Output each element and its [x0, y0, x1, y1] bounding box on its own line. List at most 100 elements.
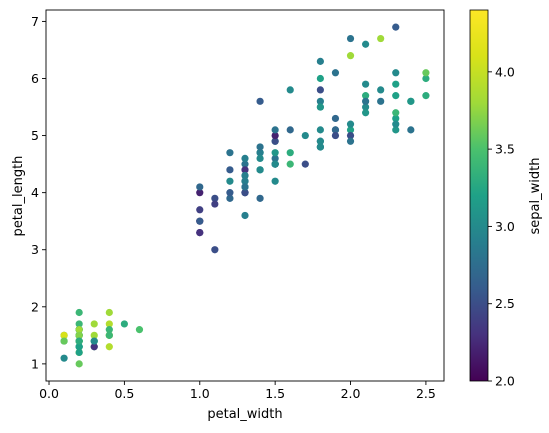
data-point [422, 74, 430, 83]
data-point [316, 126, 324, 134]
data-point [377, 34, 385, 43]
data-point [60, 331, 68, 339]
colorbar-tick-label: 2.0 [495, 374, 515, 389]
data-point [211, 200, 219, 208]
data-point [331, 126, 340, 134]
data-point [392, 120, 400, 128]
data-point [316, 137, 324, 145]
data-point [362, 80, 370, 88]
data-point [75, 320, 83, 328]
data-point [392, 80, 400, 88]
data-point [226, 194, 234, 202]
y-tick-label: 2 [31, 299, 39, 314]
data-point [256, 166, 264, 174]
data-point [211, 194, 219, 202]
data-point [392, 92, 400, 100]
data-point [271, 177, 279, 185]
data-point [241, 154, 249, 162]
y-axis-ticks: 1 2 3 4 5 6 7 [31, 14, 46, 371]
y-tick-label: 1 [31, 356, 39, 371]
data-point [226, 177, 234, 185]
data-point [346, 52, 355, 60]
data-point [301, 131, 309, 140]
data-point [196, 229, 204, 237]
y-tick-label: 4 [31, 185, 39, 200]
data-point [286, 86, 294, 94]
x-tick-label: 0.0 [39, 386, 59, 401]
y-tick-label: 5 [31, 128, 39, 143]
plot-frame [45, 9, 445, 382]
data-point [256, 194, 264, 202]
data-point [196, 189, 204, 197]
data-point [90, 320, 98, 328]
data-point [271, 126, 279, 134]
data-point [316, 86, 324, 94]
data-point [271, 154, 279, 162]
y-tick-label: 7 [31, 14, 39, 29]
x-tick-label: 1.0 [190, 386, 210, 401]
x-tick-label: 1.5 [265, 386, 285, 401]
data-point [120, 320, 128, 328]
data-point [271, 160, 279, 168]
data-point [316, 97, 324, 105]
data-point [377, 97, 385, 105]
data-point [241, 160, 249, 168]
data-point [331, 114, 340, 123]
data-point [196, 217, 204, 225]
data-point [75, 343, 83, 351]
x-axis-ticks: 0.0 0.5 1.0 1.5 2.0 2.5 [39, 381, 436, 401]
colorbar-tick-label: 3.5 [495, 142, 515, 157]
data-point [196, 183, 204, 191]
data-point [362, 92, 370, 100]
x-tick-label: 0.5 [114, 386, 134, 401]
colorbar [469, 9, 489, 382]
data-point [286, 126, 294, 134]
data-point [346, 137, 355, 145]
data-point [316, 74, 324, 83]
colorbar-label: sepal_width [528, 158, 543, 235]
data-point [407, 126, 415, 134]
data-point [241, 171, 249, 180]
data-point [135, 326, 144, 334]
data-point [271, 131, 279, 140]
data-point [226, 166, 234, 174]
data-point [331, 131, 340, 140]
x-axis-label: petal_width [207, 407, 282, 422]
colorbar-tick-label: 2.5 [495, 296, 515, 311]
x-tick-label: 2.0 [341, 386, 361, 401]
y-tick-label: 6 [31, 71, 39, 86]
data-point [90, 343, 98, 351]
data-point [226, 189, 234, 197]
data-point [241, 177, 249, 185]
colorbar-ticks: 2.0 2.5 3.0 3.5 4.0 [488, 64, 515, 389]
data-point [105, 308, 113, 317]
data-point [211, 246, 219, 254]
y-tick-label: 3 [31, 242, 39, 257]
data-point [241, 183, 249, 191]
data-point [316, 57, 324, 65]
data-point [331, 69, 340, 77]
data-point [392, 69, 400, 77]
data-point [105, 343, 113, 351]
data-point [346, 120, 355, 128]
data-point [362, 40, 370, 48]
data-point [392, 23, 400, 31]
data-point [377, 86, 385, 94]
data-point [362, 109, 370, 117]
data-point [90, 331, 98, 339]
data-point [105, 326, 113, 334]
data-point [241, 211, 249, 220]
data-point [271, 149, 279, 157]
data-points [60, 23, 430, 368]
data-point [392, 114, 400, 123]
data-point [346, 34, 355, 43]
data-point [271, 137, 279, 145]
data-point [301, 160, 309, 168]
data-point [241, 166, 249, 174]
data-point [75, 337, 83, 345]
data-point [392, 126, 400, 134]
data-point [226, 149, 234, 157]
data-point [346, 126, 355, 134]
data-point [422, 92, 430, 100]
